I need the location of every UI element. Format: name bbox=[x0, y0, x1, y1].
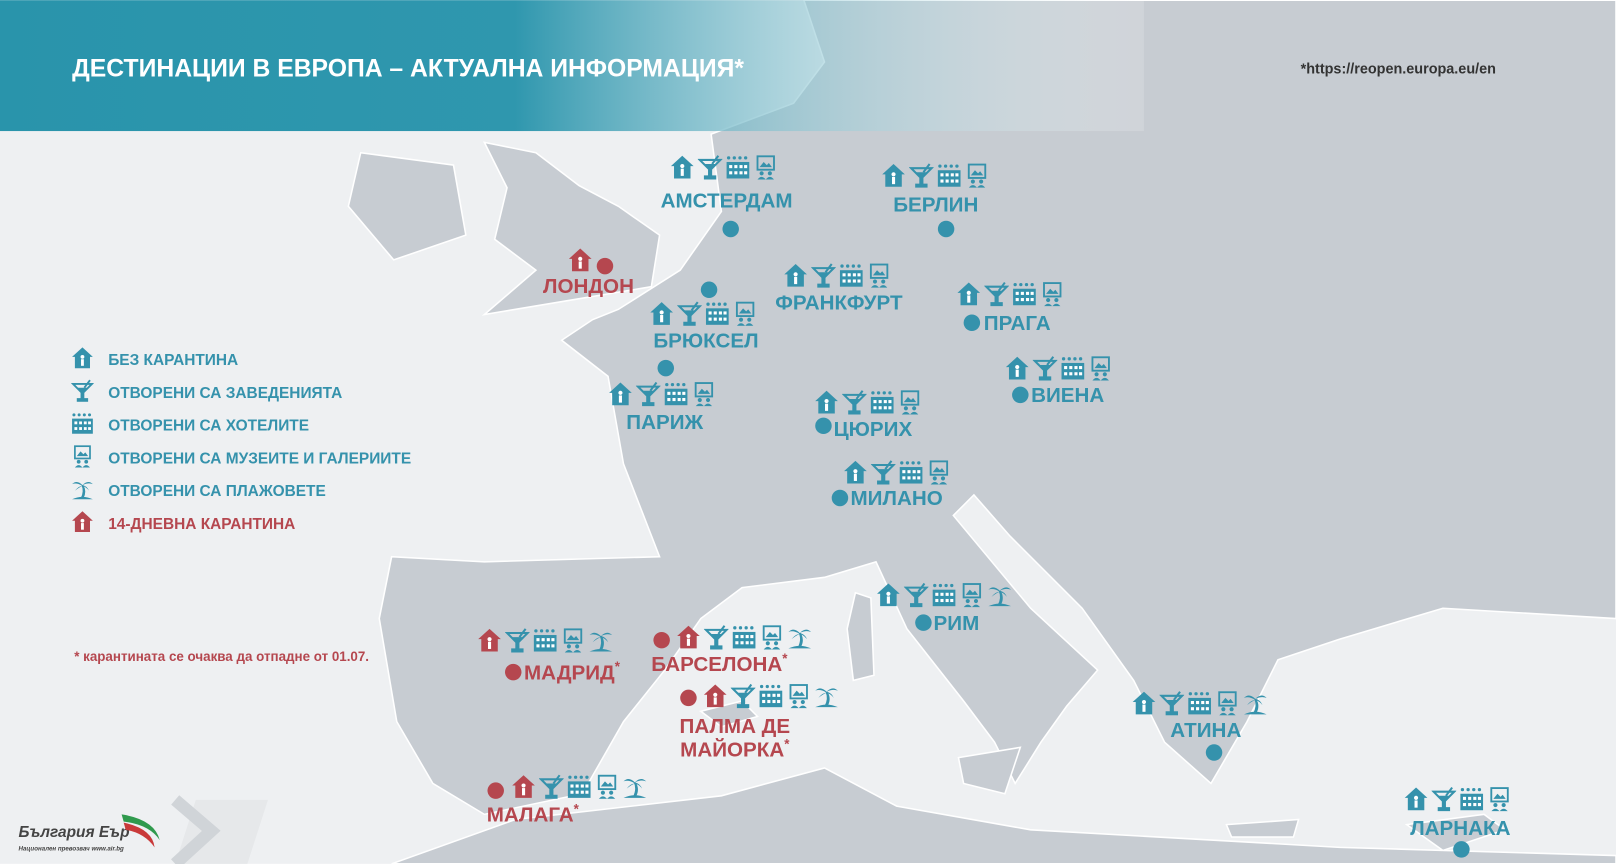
header-band bbox=[0, 0, 1144, 132]
city-dot bbox=[722, 220, 739, 238]
city-dot bbox=[487, 782, 504, 799]
city-dot bbox=[831, 489, 849, 507]
city-dot bbox=[937, 220, 955, 238]
city-dot bbox=[596, 257, 614, 275]
footnote: * карантината се очаква да отпадне от 01… bbox=[74, 649, 369, 664]
city-name: МАЙОРКА bbox=[680, 738, 784, 762]
city-name: ФРАНКФУРТ bbox=[775, 291, 903, 314]
city-label: МАЙОРКА* bbox=[680, 736, 790, 761]
city-name: ПАРИЖ bbox=[626, 411, 703, 434]
city-label: ЛАРНАКА bbox=[1410, 817, 1510, 840]
decor-chevron bbox=[171, 795, 221, 864]
city-label: МАЛАГА* bbox=[487, 801, 580, 826]
city-dot bbox=[653, 631, 670, 649]
legend-label: ОТВОРЕНИ СА ПЛАЖОВЕТЕ bbox=[108, 483, 326, 500]
city-dot bbox=[815, 417, 832, 435]
city-name: ЦЮРИХ bbox=[834, 418, 913, 441]
legend-label: БЕЗ КАРАНТИНА bbox=[108, 352, 238, 369]
city-label: ПАЛМА ДЕ bbox=[680, 715, 791, 738]
city-dot bbox=[1012, 386, 1029, 404]
city-name: ПАЛМА ДЕ bbox=[680, 715, 791, 738]
city-name: МАДРИД bbox=[524, 661, 615, 684]
city-label: ВИЕНА bbox=[1031, 384, 1104, 407]
city-label: БРЮКСЕЛ bbox=[653, 329, 758, 352]
logo-tagline: Национален превозвач www.air.bg bbox=[19, 845, 124, 852]
legend-label: ОТВОРЕНИ СА ХОТЕЛИТЕ bbox=[108, 418, 309, 435]
city-dot bbox=[700, 281, 718, 299]
city-label: ЦЮРИХ bbox=[834, 418, 913, 441]
city-dot bbox=[1205, 744, 1223, 761]
land bbox=[347, 0, 1616, 864]
legend-label: ОТВОРЕНИ СА МУЗЕИТЕ И ГАЛЕРИИТЕ bbox=[108, 450, 411, 467]
city-name: МИЛАНО bbox=[851, 487, 943, 510]
city-dot bbox=[505, 663, 522, 681]
city-label: ПРАГА bbox=[984, 312, 1051, 335]
city-note: * bbox=[782, 651, 788, 666]
city-label: БАРСЕЛОНА* bbox=[651, 651, 788, 676]
city-dot bbox=[657, 359, 675, 377]
city-label: МИЛАНО bbox=[851, 487, 943, 510]
city-note: * bbox=[784, 736, 790, 751]
city-note: * bbox=[574, 801, 580, 816]
city-name: БЕРЛИН bbox=[893, 193, 978, 216]
city-dot bbox=[963, 314, 981, 331]
city-label: ЛОНДОН bbox=[543, 275, 634, 298]
city-name: АТИНА bbox=[1170, 719, 1241, 742]
city-name: ВИЕНА bbox=[1031, 384, 1104, 407]
city-label: ФРАНКФУРТ bbox=[775, 291, 903, 314]
city-name: РИМ bbox=[934, 612, 980, 635]
city-name: ПРАГА bbox=[984, 312, 1051, 335]
logo-name: България Еър bbox=[19, 824, 130, 841]
city-note: * bbox=[615, 659, 621, 674]
city-name: БРЮКСЕЛ bbox=[653, 329, 758, 352]
city-name: БАРСЕЛОНА bbox=[651, 653, 782, 676]
city-label: АТИНА bbox=[1170, 719, 1241, 742]
city-name: МАЛАГА bbox=[487, 804, 574, 827]
logo-swoosh bbox=[123, 822, 155, 848]
city-label: АМСТЕРДАМ bbox=[661, 189, 793, 212]
title: ДЕСТИНАЦИИ В ЕВРОПА – АКТУАЛНА ИНФОРМАЦИ… bbox=[72, 55, 744, 82]
city-dot bbox=[680, 689, 697, 707]
city-label: ПАРИЖ bbox=[626, 411, 703, 434]
city-dot bbox=[1453, 841, 1470, 858]
legend-label: ОТВОРЕНИ СА ЗАВЕДЕНИЯТА bbox=[108, 385, 342, 402]
city-label: МАДРИД* bbox=[524, 659, 621, 684]
logo-swoosh bbox=[121, 814, 160, 841]
city-label: РИМ bbox=[934, 612, 980, 635]
city-dot bbox=[915, 614, 932, 631]
legend-label: 14-ДНЕВНА КАРАНТИНА bbox=[108, 516, 295, 533]
city-label: БЕРЛИН bbox=[893, 193, 978, 216]
city-name: ЛАРНАКА bbox=[1410, 817, 1510, 840]
source: *https://reopen.europa.eu/en bbox=[1301, 61, 1496, 77]
city-name: ЛОНДОН bbox=[543, 275, 634, 298]
city-name: АМСТЕРДАМ bbox=[661, 189, 793, 212]
